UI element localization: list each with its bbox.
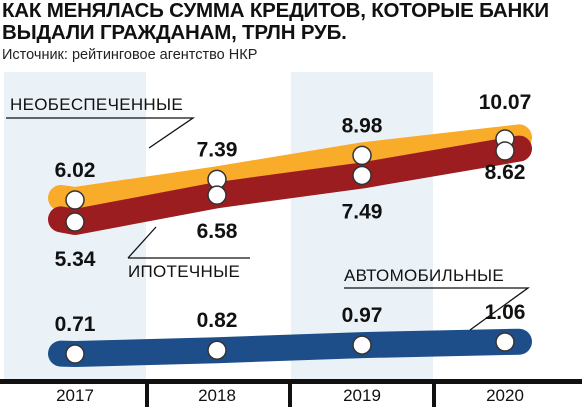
x-tick-label: 2020 xyxy=(486,386,524,405)
data-point-mortgage xyxy=(207,185,227,205)
data-label-mortgage: 8.62 xyxy=(485,161,526,184)
data-label-mortgage: 7.49 xyxy=(342,200,383,223)
leader-line-unsecured xyxy=(6,117,196,149)
series-label-unsecured: НЕОБЕСПЕЧЕННЫЕ xyxy=(10,95,183,114)
series-label-mortgage: ИПОТЕЧНЫЕ xyxy=(128,262,240,281)
x-tick-label: 2017 xyxy=(56,386,94,405)
data-label-mortgage: 5.34 xyxy=(55,248,96,271)
data-point-auto xyxy=(495,332,515,352)
leader-line-auto xyxy=(344,287,531,331)
x-axis-separator xyxy=(288,379,292,407)
data-point-unsecured xyxy=(352,145,372,166)
data-label-mortgage: 6.58 xyxy=(197,220,238,243)
x-axis-separator xyxy=(145,379,149,407)
chart-source: Источник: рейтинговое агентство НКР xyxy=(2,47,258,63)
data-label-unsecured: 6.02 xyxy=(55,159,96,182)
chart-title: КАК МЕНЯЛАСЬ СУММА КРЕДИТОВ, КОТОРЫЕ БАН… xyxy=(2,0,549,44)
series-label-auto: АВТОМОБИЛЬНЫЕ xyxy=(344,266,504,285)
data-point-mortgage xyxy=(65,212,85,232)
data-label-auto: 0.71 xyxy=(55,313,96,336)
x-axis-separator xyxy=(432,379,436,407)
data-point-auto xyxy=(207,340,227,360)
data-label-auto: 0.82 xyxy=(197,309,238,332)
data-point-auto xyxy=(352,335,372,355)
column-band-2019 xyxy=(291,72,433,379)
data-point-auto xyxy=(65,344,85,364)
series-line-auto xyxy=(48,328,532,367)
leader-line-mortgage xyxy=(127,226,157,259)
data-label-unsecured: 7.39 xyxy=(197,138,238,161)
data-label-auto: 1.06 xyxy=(485,301,526,324)
data-point-unsecured xyxy=(65,190,85,210)
data-point-mortgage xyxy=(495,141,515,161)
x-tick-label: 2018 xyxy=(198,386,236,405)
data-label-auto: 0.97 xyxy=(342,304,383,327)
data-label-unsecured: 8.98 xyxy=(342,114,383,137)
data-label-unsecured: 10.07 xyxy=(479,91,532,114)
x-tick-label: 2019 xyxy=(343,386,381,405)
data-point-mortgage xyxy=(352,165,372,186)
